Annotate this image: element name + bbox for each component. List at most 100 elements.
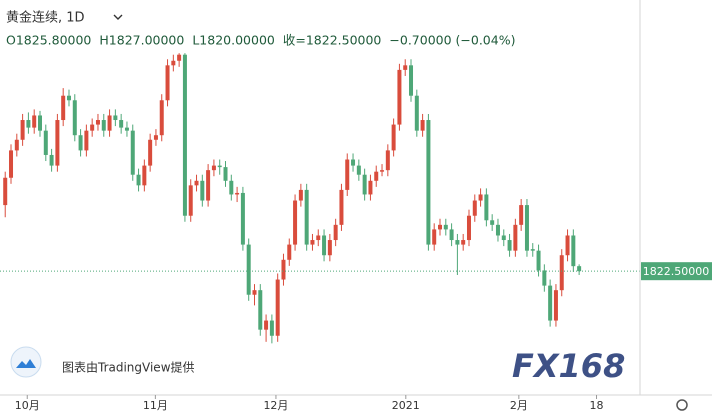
candle-body [72,100,77,136]
candle-body [548,285,553,321]
candle-body [351,159,356,166]
candle-body [32,115,37,128]
ohlc-legend: O1825.80000 H1827.00000 L1820.00000 收=1822.… [6,33,515,48]
candle-body [374,171,379,181]
candle-body [188,185,193,216]
ohlc-value: −0.70000 (−0.04%) [389,33,515,48]
candle-body [171,60,176,66]
candle-body [432,229,437,245]
candle-body [310,240,315,245]
candle-body [148,139,153,166]
candle-body [124,127,129,131]
candle-body [316,235,321,241]
candle-body [61,95,66,121]
gear[interactable] [676,399,688,411]
candle-body [136,174,141,186]
ohlc-value: 收=1822.50000 [283,33,382,48]
plot [0,53,640,344]
last-price-label: 1822.50000 [643,265,709,278]
candle-body [490,220,495,225]
candle-body [327,240,332,256]
candle-body [438,224,442,230]
dropdown-icon[interactable] [113,14,123,20]
candle-body [519,205,524,225]
watermark-logo: FX168 [512,347,625,385]
candle-body [466,215,471,241]
symbol[interactable]: 黄金连续, 1D [6,10,85,26]
candle-body [275,279,280,336]
candle-body [177,54,182,61]
candle-body [455,240,460,245]
candle-body [298,189,303,201]
candle-body [524,205,529,251]
candle-body [287,244,292,260]
candle-body [264,320,269,330]
candle-body [113,115,118,121]
candle-body [484,194,489,221]
candle-body [90,124,95,131]
last-price-box [641,262,712,281]
x-tick-label: 12月 [263,399,288,412]
candle-body [200,180,205,201]
candle-body [293,200,298,245]
candle-body [153,135,158,140]
candle-body [333,224,338,241]
badge-circle [10,346,42,378]
candle-body [403,65,408,70]
candle-body [414,95,419,131]
candle-body [49,154,54,166]
candle-body [95,120,100,125]
candle-body [246,244,251,295]
candle-body [223,167,228,181]
ohlc-value: O1825.80000 [6,33,91,48]
candle-body [542,270,547,286]
candle-body [38,115,42,131]
candle-body [240,192,245,245]
candle-body [443,224,448,230]
candle-body [269,320,274,336]
candle-body [345,159,350,190]
candle-body [26,120,31,128]
attribution[interactable]: 图表由TradingView提供 [62,360,195,375]
candle-body [536,250,541,271]
ohlc-value: H1827.00000 [99,33,184,48]
x-tick-label: 2021 [392,399,420,412]
candle-body [211,165,216,171]
candle-body [182,54,187,216]
candle-body [229,180,234,195]
candle-body [159,100,164,136]
candle-body [43,130,48,155]
candle-body [571,235,576,267]
candle-body [362,174,367,195]
candle-body [420,120,425,131]
candle-body [513,224,518,251]
candle-body [472,200,477,216]
candle-body [565,235,570,256]
candle-body [507,240,512,251]
candle-body [478,194,483,201]
badge-icon [16,359,36,368]
candle-body [206,170,211,201]
candle-body [3,177,8,206]
candle-body [397,69,402,125]
candle-body [107,115,112,131]
candle-body [385,150,390,171]
x-tick-label: 11月 [143,399,168,412]
candle-body [258,290,263,330]
candle-body [9,150,14,178]
candle-body [501,235,506,241]
candle-body [559,255,564,291]
candle-body [495,224,500,236]
candle-body [217,165,222,168]
settings-icon[interactable] [676,399,688,411]
x-tick-label: 2月 [510,399,528,412]
candle-body [20,120,25,140]
candle-body [281,259,286,280]
candle-body [461,240,466,245]
tradingview-badge[interactable] [10,346,42,378]
candle-body [530,249,535,251]
candle-body [409,65,414,96]
candle-body [14,139,19,151]
candle-body [426,120,431,245]
candle-body [368,180,373,195]
